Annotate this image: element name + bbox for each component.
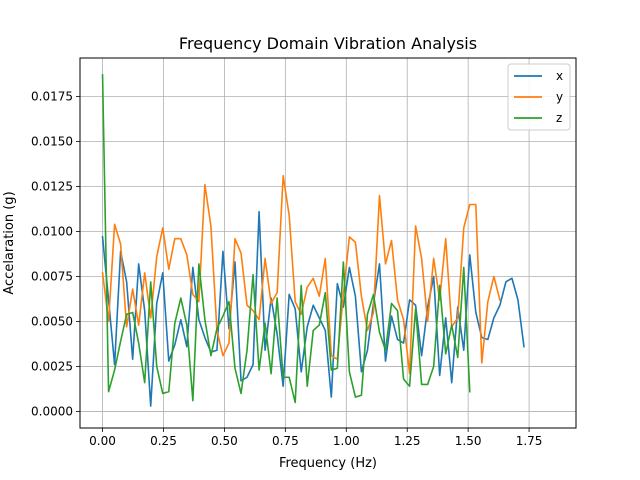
x-tick-label: 1.00 — [333, 434, 360, 448]
x-tick-label: 1.50 — [455, 434, 482, 448]
axes-frame — [79, 57, 577, 429]
y-tick-label: 0.0125 — [31, 179, 73, 193]
y-tick-label: 0.0025 — [31, 359, 73, 373]
series-line-y — [101, 174, 501, 375]
legend-label-x: x — [556, 69, 563, 83]
legend-label-y: y — [556, 90, 563, 104]
x-axis-label: Frequency (Hz) — [279, 456, 377, 471]
y-tick-label: 0.0150 — [31, 135, 73, 149]
x-tick-label: 0.00 — [89, 434, 116, 448]
y-axis-label: Accelaration (g) — [2, 191, 17, 294]
legend-label-z: z — [556, 111, 562, 125]
y-tick-label: 0.0175 — [31, 90, 73, 104]
series-line-z — [101, 74, 471, 404]
y-tick-label: 0.0075 — [31, 269, 73, 283]
x-tick-label: 0.25 — [150, 434, 177, 448]
plot-area — [80, 58, 576, 428]
legend: xyz — [507, 63, 571, 131]
x-tick-label: 0.50 — [211, 434, 238, 448]
x-axis-ticks: 0.00 0.25 0.50 0.75 1.00 1.25 1.50 1.75 — [89, 428, 542, 448]
x-tick-label: 0.75 — [272, 434, 299, 448]
y-tick-label: 0.0100 — [31, 224, 73, 238]
y-tick-label: 0.0050 — [31, 314, 73, 328]
x-tick-label: 1.75 — [516, 434, 543, 448]
series-layer — [101, 74, 525, 407]
y-tick-label: 0.0000 — [31, 404, 73, 418]
x-tick-label: 1.25 — [394, 434, 421, 448]
y-axis-ticks: 0.0000 0.0025 0.0050 0.0075 0.0100 0.0125 0.01… — [31, 90, 80, 418]
chart-title: Frequency Domain Vibration Analysis — [179, 34, 477, 53]
